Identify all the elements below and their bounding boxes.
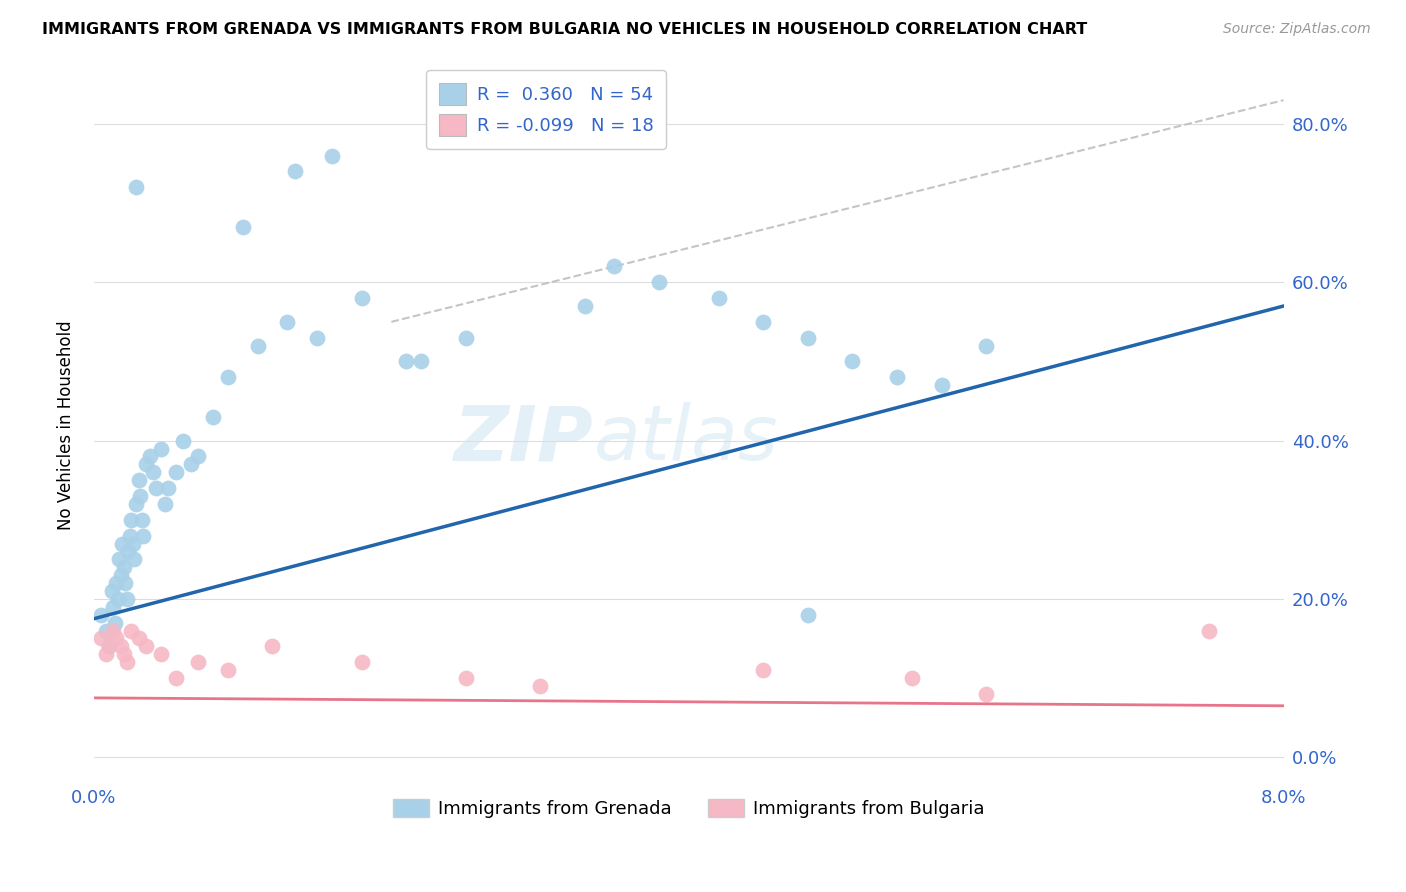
Text: atlas: atlas	[593, 402, 778, 476]
Point	[108, 552, 131, 566]
Point	[100, 584, 122, 599]
Point	[841, 354, 863, 368]
Point	[122, 552, 145, 566]
Point	[132, 528, 155, 542]
Point	[350, 655, 373, 669]
Point	[529, 679, 551, 693]
Point	[131, 513, 153, 527]
Point	[90, 632, 112, 646]
Point	[901, 671, 924, 685]
Point	[110, 640, 132, 654]
Point	[321, 148, 343, 162]
Point	[752, 663, 775, 677]
Point	[454, 671, 477, 685]
Point	[305, 331, 328, 345]
Point	[104, 615, 127, 630]
Point	[110, 568, 132, 582]
Point	[284, 164, 307, 178]
Point	[217, 370, 239, 384]
Point	[648, 275, 671, 289]
Text: IMMIGRANTS FROM GRENADA VS IMMIGRANTS FROM BULGARIA NO VEHICLES IN HOUSEHOLD COR: IMMIGRANTS FROM GRENADA VS IMMIGRANTS FR…	[42, 22, 1087, 37]
Point	[103, 599, 125, 614]
Point	[187, 450, 209, 464]
Point	[97, 640, 120, 654]
Point	[409, 354, 432, 368]
Point	[974, 687, 997, 701]
Y-axis label: No Vehicles in Household: No Vehicles in Household	[58, 320, 75, 530]
Point	[129, 489, 152, 503]
Point	[395, 354, 418, 368]
Point	[117, 544, 139, 558]
Point	[105, 576, 128, 591]
Point	[931, 378, 953, 392]
Point	[114, 576, 136, 591]
Text: ZIP: ZIP	[454, 402, 593, 476]
Point	[94, 624, 117, 638]
Point	[112, 560, 135, 574]
Point	[149, 442, 172, 456]
Point	[149, 648, 172, 662]
Point	[112, 648, 135, 662]
Point	[135, 640, 157, 654]
Point	[165, 465, 187, 479]
Text: Source: ZipAtlas.com: Source: ZipAtlas.com	[1223, 22, 1371, 37]
Point	[118, 528, 141, 542]
Point	[139, 450, 162, 464]
Point	[115, 655, 138, 669]
Point	[172, 434, 194, 448]
Point	[752, 315, 775, 329]
Point	[120, 624, 142, 638]
Point	[124, 497, 146, 511]
Point	[157, 481, 180, 495]
Point	[974, 338, 997, 352]
Point	[121, 536, 143, 550]
Point	[135, 458, 157, 472]
Point	[187, 655, 209, 669]
Point	[124, 180, 146, 194]
Point	[796, 331, 818, 345]
Point	[454, 331, 477, 345]
Point	[276, 315, 298, 329]
Point	[120, 513, 142, 527]
Point	[90, 607, 112, 622]
Point	[165, 671, 187, 685]
Point	[103, 624, 125, 638]
Point	[145, 481, 167, 495]
Point	[232, 219, 254, 234]
Point	[128, 632, 150, 646]
Point	[128, 473, 150, 487]
Point	[142, 465, 165, 479]
Point	[246, 338, 269, 352]
Point	[97, 640, 120, 654]
Point	[217, 663, 239, 677]
Legend: Immigrants from Grenada, Immigrants from Bulgaria: Immigrants from Grenada, Immigrants from…	[385, 791, 991, 825]
Point	[107, 591, 129, 606]
Point	[796, 607, 818, 622]
Point	[262, 640, 284, 654]
Point	[1198, 624, 1220, 638]
Point	[111, 536, 134, 550]
Point	[155, 497, 177, 511]
Point	[350, 291, 373, 305]
Point	[603, 260, 626, 274]
Point	[180, 458, 202, 472]
Point	[115, 591, 138, 606]
Point	[201, 409, 224, 424]
Point	[94, 648, 117, 662]
Point	[574, 299, 596, 313]
Point	[886, 370, 908, 384]
Point	[105, 632, 128, 646]
Point	[707, 291, 730, 305]
